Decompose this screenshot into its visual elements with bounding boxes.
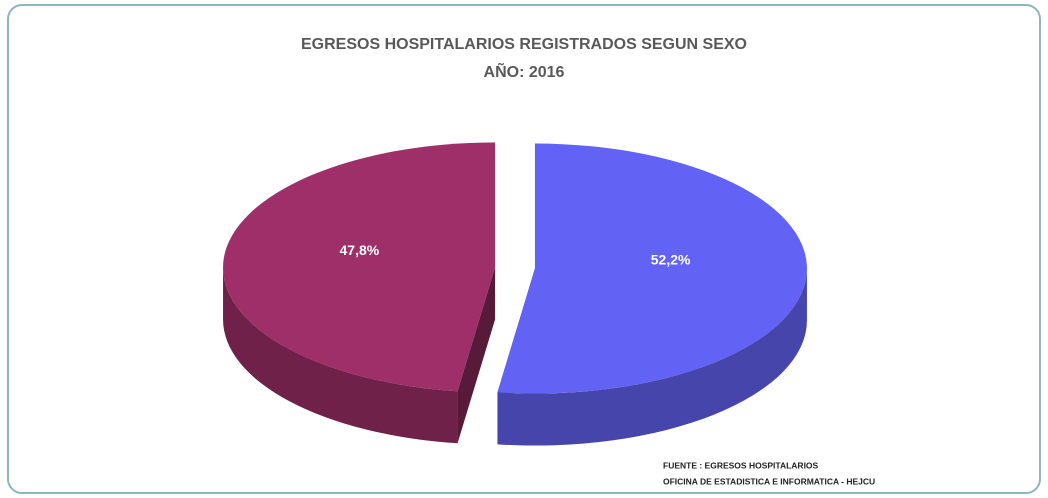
data-label: 47,8% xyxy=(340,242,380,258)
chart-subtitle: AÑO: 2016 xyxy=(484,61,565,81)
source-line: FUENTE : EGRESOS HOSPITALARIOS xyxy=(663,460,819,470)
labels: 52,2% 47,8% xyxy=(340,242,692,268)
source-line: OFICINA DE ESTADISTICA E INFORMATICA - H… xyxy=(663,476,875,486)
slice xyxy=(497,143,807,394)
slice-wall xyxy=(223,267,458,444)
slice xyxy=(223,142,496,392)
slice-wall xyxy=(497,268,807,446)
tops xyxy=(223,142,807,394)
chart-title: EGRESOS HOSPITALARIOS REGISTRADOS SEGUN … xyxy=(301,36,747,53)
data-label: 52,2% xyxy=(651,252,691,268)
slice-cut-face xyxy=(457,267,496,444)
pie xyxy=(223,142,807,446)
